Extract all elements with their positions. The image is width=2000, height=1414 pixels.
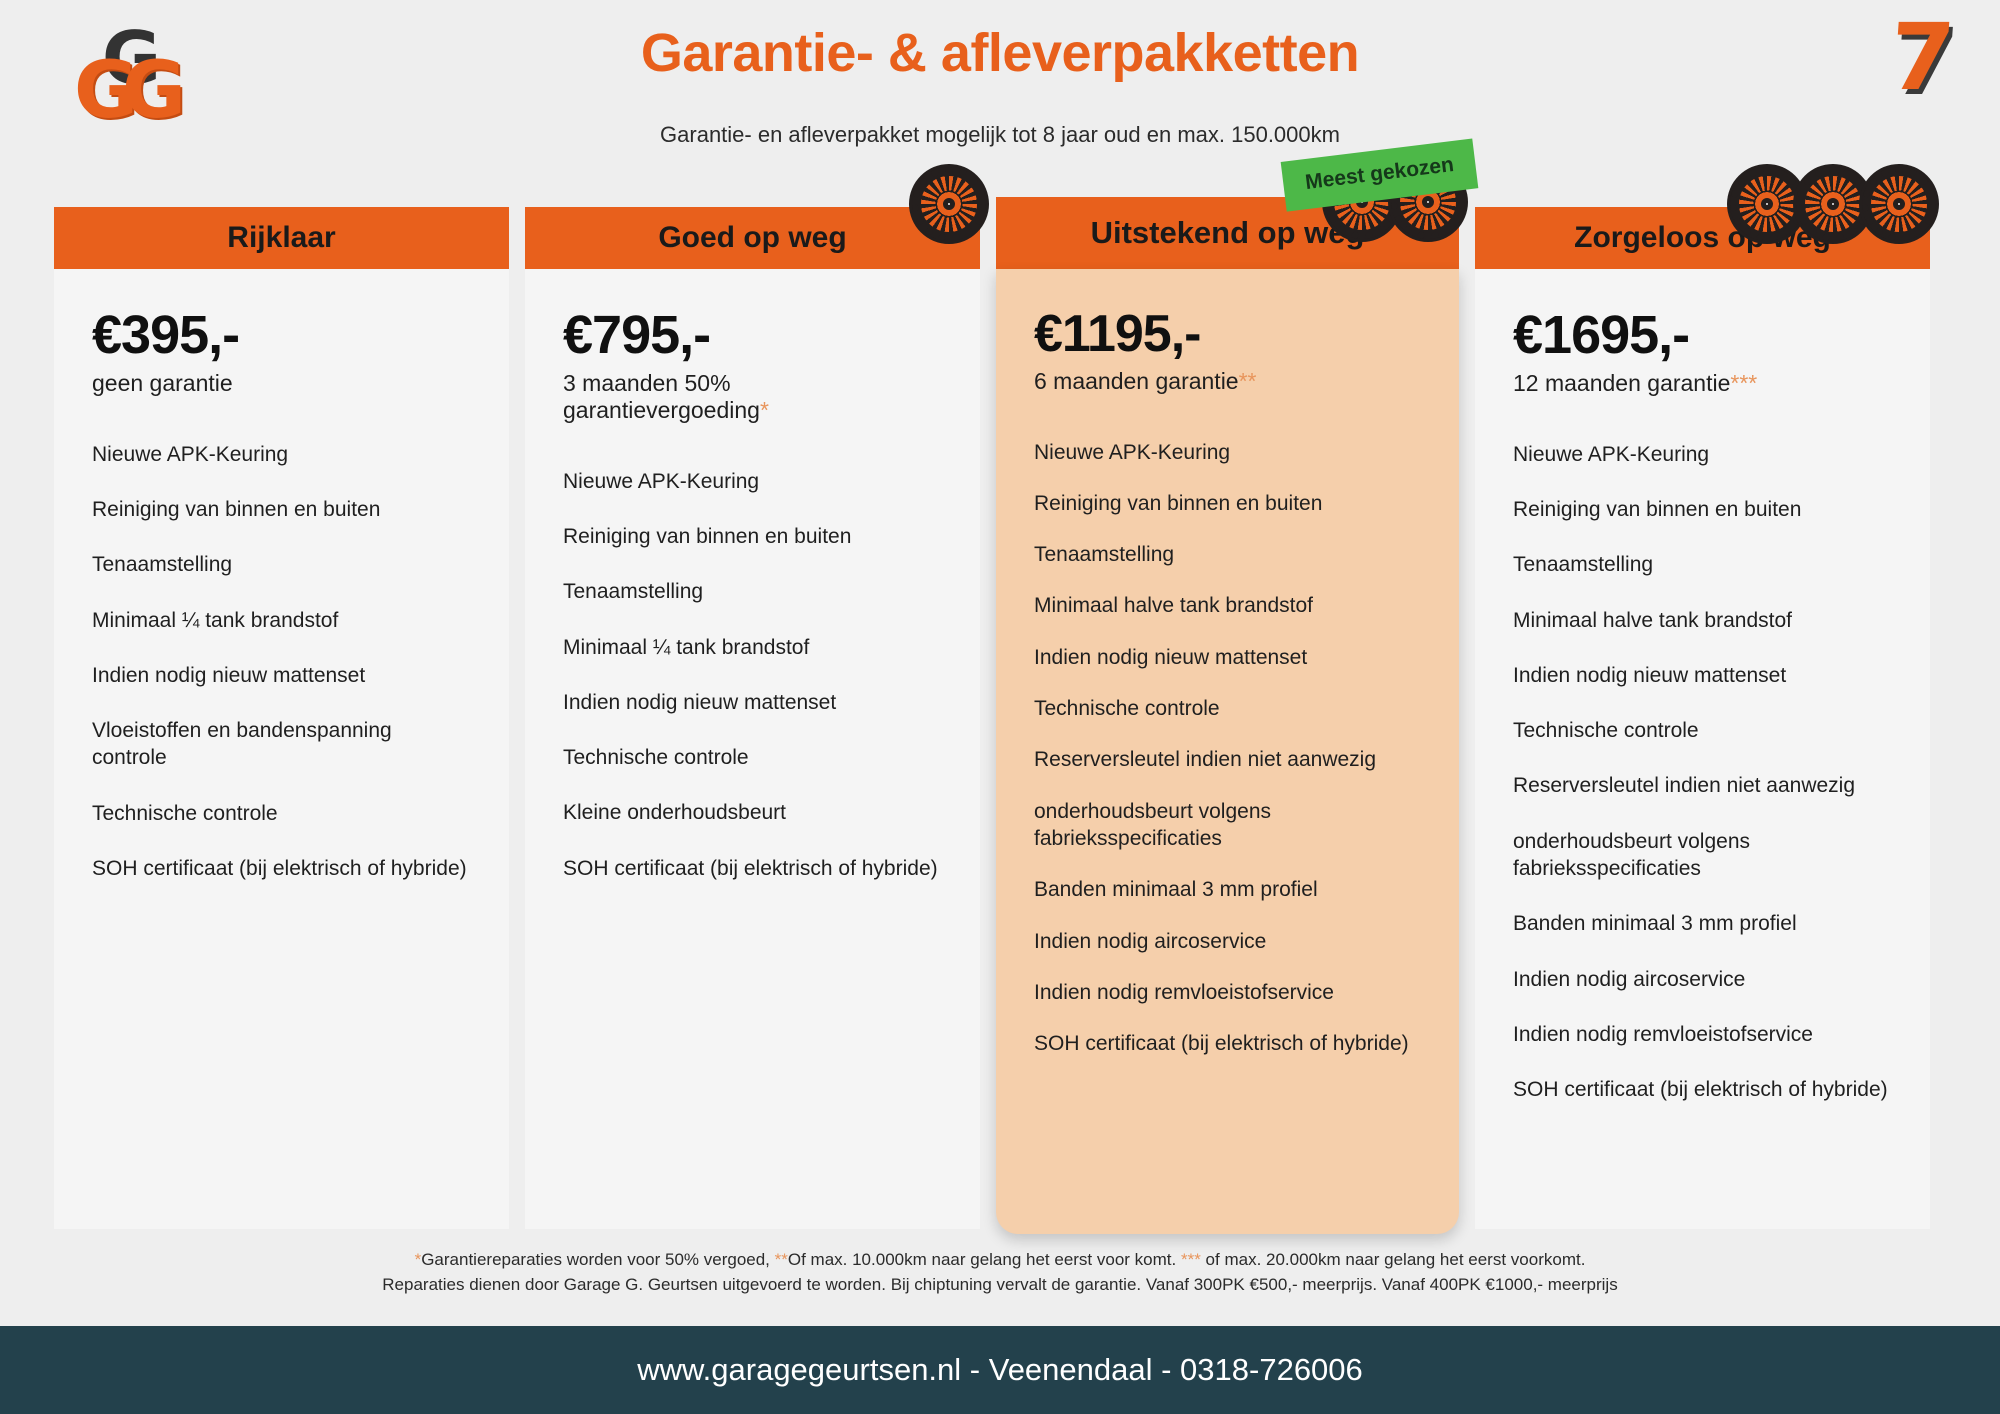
- feature-item: Nieuwe APK-Keuring: [1034, 440, 1231, 464]
- footnote-asterisk: *: [414, 1250, 422, 1269]
- package-price-note: geen garantie: [92, 370, 471, 397]
- feature-item: Banden minimaal 3 mm profiel: [1034, 878, 1318, 902]
- package-card-4[interactable]: Zorgeloos op weg €1695,- 12 maanden garant…: [1475, 167, 1936, 1234]
- package-price-note-text: 3 maanden 50% garantievergoeding: [563, 369, 760, 423]
- feature-item: onderhoudsbeurt volgens fabrieksspecific…: [1513, 829, 1751, 881]
- feature-item: Technische controle: [1513, 719, 1699, 743]
- footnote-line-2: Reparaties dienen door Garage G. Geurtse…: [382, 1274, 1618, 1294]
- feature-item: Indien nodig aircoservice: [1513, 967, 1746, 991]
- footnote-text: Of max. 10.000km naar gelang het eerst v…: [787, 1250, 1181, 1269]
- package-price: €795,-: [563, 305, 711, 365]
- package-feature-list: Nieuwe APK-Keuring Reiniging van binnen e…: [1513, 441, 1892, 1104]
- footnote-line-1: *Garantiereparaties worden voor 50% verg…: [0, 1248, 2000, 1273]
- package-card-body: €1195,- 6 maanden garantie** Nieuwe APK-Ke…: [996, 269, 1459, 1234]
- package-price: €1695,-: [1513, 305, 1690, 365]
- feature-item: SOH certificaat (bij elektrisch of hybri…: [563, 856, 938, 880]
- package-price-note: 12 maanden garantie***: [1513, 370, 1892, 397]
- feature-item: Kleine onderhoudsbeurt: [563, 801, 787, 825]
- wheel-icon: [912, 167, 986, 241]
- footnote-asterisk: **: [774, 1250, 788, 1269]
- garage-geurtsen-logo: G GG: [72, 22, 188, 132]
- feature-item: Technische controle: [1034, 697, 1220, 721]
- feature-item: Indien nodig nieuw mattenset: [92, 663, 366, 687]
- footnote-text: Garantiereparaties worden voor 50% vergo…: [421, 1250, 775, 1269]
- feature-item: Indien nodig nieuw mattenset: [1513, 663, 1787, 687]
- feature-item: Indien nodig nieuw mattenset: [563, 690, 837, 714]
- feature-item: Tenaamstelling: [1034, 543, 1175, 567]
- feature-item: Reiniging van binnen en buiten: [1513, 497, 1802, 521]
- package-price-note-text: 12 maanden garantie: [1513, 369, 1731, 396]
- feature-item: Reserversleutel indien niet aanwezig: [1034, 748, 1377, 772]
- feature-item: SOH certificaat (bij elektrisch of hybri…: [92, 857, 467, 881]
- feature-item: Nieuwe APK-Keuring: [92, 442, 289, 466]
- package-card-title: Rijklaar: [54, 207, 509, 269]
- logo-g-dark: G: [102, 16, 161, 100]
- footnotes: *Garantiereparaties worden voor 50% verg…: [0, 1248, 2000, 1297]
- feature-item: Indien nodig nieuw mattenset: [1034, 645, 1308, 669]
- package-price: €395,-: [92, 305, 240, 365]
- package-card-title: Goed op weg: [525, 207, 980, 269]
- package-price-note: 3 maanden 50% garantievergoeding*: [563, 370, 942, 424]
- feature-item: Tenaamstelling: [92, 553, 233, 577]
- package-card-3[interactable]: Uitstekend op weg €1195,- 6 maanden garant…: [996, 165, 1465, 1234]
- feature-item: Indien nodig remvloeistofservice: [1034, 980, 1334, 1004]
- feature-item: Tenaamstelling: [563, 580, 704, 604]
- feature-item: Reiniging van binnen en buiten: [1034, 491, 1323, 515]
- price-note-asterisk: **: [1238, 367, 1257, 394]
- feature-item: Tenaamstelling: [1513, 553, 1654, 577]
- feature-item: Minimaal ¼ tank brandstof: [92, 608, 339, 632]
- feature-item: Nieuwe APK-Keuring: [1513, 442, 1710, 466]
- feature-item: onderhoudsbeurt volgens fabrieksspecific…: [1034, 799, 1272, 850]
- logo-gg-orange: GG: [74, 46, 186, 136]
- footnote-text: of max. 20.000km naar gelang het eerst v…: [1200, 1250, 1586, 1269]
- footer-bar: www.garagegeurtsen.nl - Veenendaal - 031…: [0, 1326, 2000, 1414]
- package-price: €1195,-: [1034, 305, 1202, 363]
- price-note-asterisk: *: [759, 396, 769, 423]
- feature-item: SOH certificaat (bij elektrisch of hybri…: [1034, 1032, 1409, 1056]
- package-price-note: 6 maanden garantie**: [1034, 368, 1421, 395]
- feature-item: Indien nodig aircoservice: [1034, 929, 1267, 953]
- package-price-note-text: 6 maanden garantie: [1034, 367, 1239, 394]
- package-price-note-text: geen garantie: [92, 369, 233, 396]
- package-feature-list: Nieuwe APK-Keuring Reiniging van binnen e…: [92, 441, 471, 883]
- package-card-body: €1695,- 12 maanden garantie*** Nieuwe APK-…: [1475, 269, 1930, 1229]
- feature-item: Reserversleutel indien niet aanwezig: [1513, 774, 1856, 798]
- feature-item: Reiniging van binnen en buiten: [563, 524, 852, 548]
- page-subtitle: Garantie- en afleverpakket mogelijk tot …: [660, 122, 1340, 147]
- package-feature-list: Nieuwe APK-Keuring Reiniging van binnen e…: [1034, 439, 1421, 1058]
- feature-item: Nieuwe APK-Keuring: [563, 469, 760, 493]
- page-title: Garantie- & afleverpakketten: [640, 23, 1360, 83]
- package-card-title: Uitstekend op weg: [996, 197, 1459, 269]
- package-card-1[interactable]: Rijklaar €395,- geen garantie Nieuwe APK-Ke…: [54, 207, 509, 1234]
- wheel-rating-1: [912, 167, 986, 241]
- feature-item: Minimaal halve tank brandstof: [1513, 608, 1792, 632]
- package-card-body: €795,- 3 maanden 50% garantievergoeding* N…: [525, 269, 980, 1229]
- price-note-asterisk: ***: [1730, 369, 1758, 396]
- feature-item: Technische controle: [563, 746, 749, 770]
- feature-item: Reiniging van binnen en buiten: [92, 497, 381, 521]
- feature-item: Vloeistoffen en bandenspanning controle: [92, 719, 392, 770]
- wheel-rating-2: [1325, 165, 1465, 239]
- feature-item: SOH certificaat (bij elektrisch of hybri…: [1513, 1078, 1888, 1102]
- feature-item: Indien nodig remvloeistofservice: [1513, 1022, 1813, 1046]
- feature-item: Minimaal halve tank brandstof: [1034, 594, 1313, 618]
- wheel-icon: [1862, 167, 1936, 241]
- wheel-rating-3: [1730, 167, 1936, 241]
- package-feature-list: Nieuwe APK-Keuring Reiniging van binnen e…: [563, 468, 942, 882]
- wheel-icon: [1730, 167, 1804, 241]
- package-cards: Rijklaar €395,- geen garantie Nieuwe APK-Ke…: [54, 165, 1954, 1234]
- package-card-2[interactable]: Goed op weg €795,- 3 maanden 50% garantiev…: [525, 167, 986, 1234]
- feature-item: Banden minimaal 3 mm profiel: [1513, 912, 1797, 936]
- wheel-icon: [1796, 167, 1870, 241]
- package-card-body: €395,- geen garantie Nieuwe APK-Keuring Rei…: [54, 269, 509, 1229]
- feature-item: Minimaal ¼ tank brandstof: [563, 635, 810, 659]
- footnote-asterisk: ***: [1180, 1250, 1201, 1269]
- footer-contact-text: www.garagegeurtsen.nl - Veenendaal - 031…: [637, 1352, 1363, 1387]
- feature-item: Technische controle: [92, 801, 278, 825]
